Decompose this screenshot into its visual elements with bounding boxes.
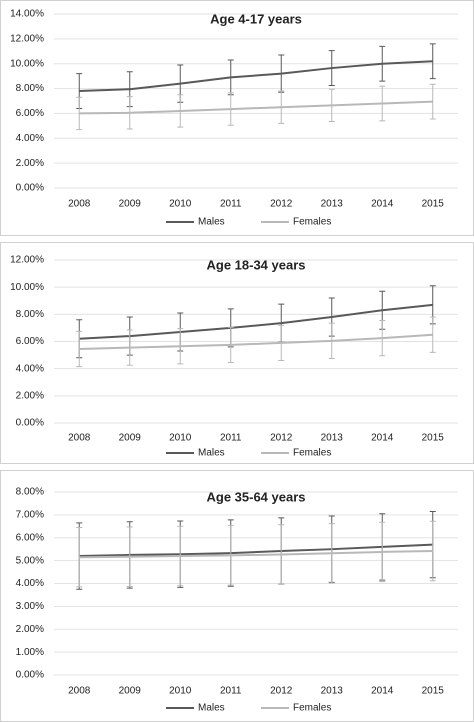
x-tick-label: 2008 [68,433,91,444]
y-tick-label: 6.00% [16,108,44,119]
x-tick-label: 2012 [270,199,293,210]
x-tick-label: 2014 [371,199,394,210]
x-tick-label: 2010 [169,433,192,444]
x-tick-label: 2008 [68,199,91,210]
y-tick-label: 12.00% [10,33,44,44]
legend-label: Males [198,448,225,459]
chart-title: Age 4-17 years [210,11,302,26]
x-tick-label: 2015 [422,686,445,697]
x-tick-label: 2013 [321,433,344,444]
panel-border [0,242,474,464]
chart-title: Age 18-34 years [206,257,305,272]
chart-panel: 0.00% 1.00% 2.00% 3.00% 4.00% 5.00% 6.00% 7.00%… [0,470,474,722]
legend-label: Females [293,217,331,228]
x-tick-label: 2014 [371,686,394,697]
series-line [79,100,433,115]
y-tick-label: 2.00% [16,624,44,635]
y-tick-label: 4.00% [16,133,44,144]
legend-label: Males [198,217,225,228]
x-tick-label: 2013 [321,199,344,210]
y-tick-label: 2.00% [16,158,44,169]
y-tick-label: 8.00% [16,487,44,498]
x-tick-label: 2015 [422,199,445,210]
y-tick-label: 14.00% [10,9,44,20]
x-tick-label: 2009 [119,433,142,444]
y-tick-label: 8.00% [16,309,44,320]
chart-panel: 0.00% 2.00% 4.00% 6.00% 8.00% 10.00% 12.00% 14.… [0,0,474,236]
y-tick-label: 0.00% [16,418,44,429]
y-tick-label: 12.00% [10,255,44,266]
error-bar [429,83,436,120]
x-tick-label: 2011 [220,686,242,697]
series-line [79,333,433,350]
x-tick-label: 2012 [270,686,293,697]
x-tick-label: 2013 [321,686,344,697]
x-tick-label: 2009 [119,199,142,210]
y-tick-label: 6.00% [16,336,44,347]
y-tick-label: 4.00% [16,363,44,374]
legend-label: Females [293,448,331,459]
y-tick-label: 4.00% [16,578,44,589]
error-bar [76,96,83,131]
y-tick-label: 0.00% [16,183,44,194]
y-tick-label: 10.00% [10,282,44,293]
x-tick-label: 2008 [68,686,91,697]
series-line [79,543,433,558]
y-tick-label: 3.00% [16,601,44,612]
x-tick-label: 2011 [220,199,242,210]
x-tick-label: 2014 [371,433,394,444]
y-tick-label: 1.00% [16,647,44,658]
y-tick-label: 7.00% [16,510,44,521]
y-tick-label: 0.00% [16,670,44,681]
legend-label: Females [293,703,331,714]
x-tick-label: 2010 [169,199,192,210]
y-tick-label: 2.00% [16,390,44,401]
panel-border [0,470,474,722]
x-tick-label: 2009 [119,686,142,697]
series-line [79,550,433,559]
chart-panel: 0.00% 2.00% 4.00% 6.00% 8.00% 10.00% 12.00% Age… [0,242,474,464]
x-tick-label: 2012 [270,433,293,444]
legend-label: Males [198,703,225,714]
x-tick-label: 2015 [422,433,445,444]
y-tick-label: 5.00% [16,555,44,566]
x-tick-label: 2010 [169,686,192,697]
chart-title: Age 35-64 years [206,489,305,504]
y-tick-label: 8.00% [16,83,44,94]
y-tick-label: 10.00% [10,58,44,69]
series-line [79,60,433,93]
x-tick-label: 2011 [220,433,242,444]
y-tick-label: 6.00% [16,532,44,543]
series-line [79,303,433,340]
